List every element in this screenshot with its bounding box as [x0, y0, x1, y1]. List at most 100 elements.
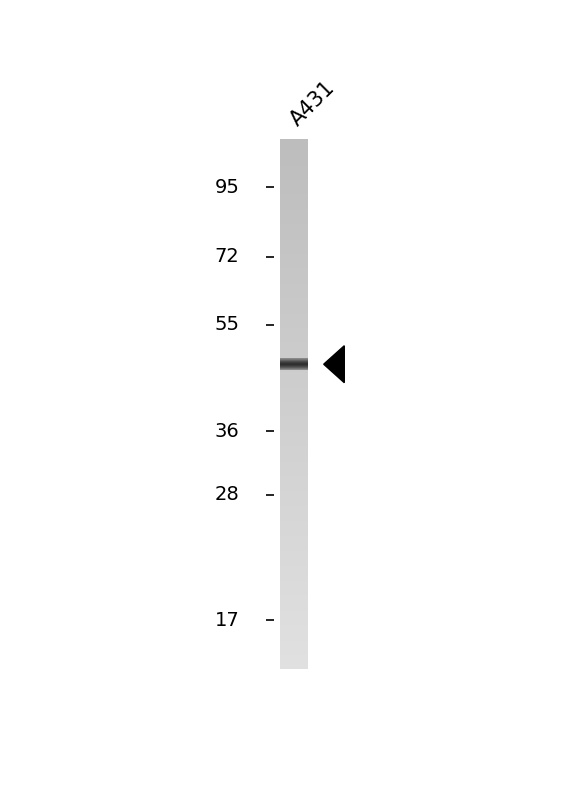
Bar — [280, 602, 308, 603]
Bar — [280, 554, 308, 556]
Bar — [280, 324, 308, 326]
Bar — [280, 582, 308, 584]
Text: 72: 72 — [215, 247, 239, 266]
Bar — [280, 589, 308, 591]
Bar — [280, 455, 308, 457]
Bar — [280, 326, 308, 328]
Bar — [280, 520, 308, 522]
Bar — [280, 280, 308, 282]
Bar — [280, 603, 308, 606]
Bar — [280, 218, 308, 220]
Bar — [280, 274, 308, 277]
Bar — [280, 441, 308, 443]
Bar — [280, 540, 308, 542]
Bar — [280, 498, 308, 499]
Bar — [280, 157, 308, 158]
Bar — [280, 474, 308, 477]
Bar — [280, 236, 308, 238]
Bar — [280, 384, 308, 386]
Bar — [280, 591, 308, 593]
Bar — [280, 451, 308, 454]
Bar — [280, 429, 308, 430]
Bar — [280, 277, 308, 278]
Bar — [280, 172, 308, 174]
Bar — [280, 354, 308, 356]
Bar — [280, 246, 308, 249]
Bar — [280, 328, 308, 330]
Bar — [280, 653, 308, 654]
Bar — [280, 359, 308, 362]
Bar — [280, 312, 308, 314]
Bar — [280, 615, 308, 618]
Bar — [280, 628, 308, 630]
Bar — [280, 542, 308, 543]
Bar — [280, 522, 308, 524]
Bar — [280, 457, 308, 458]
Bar — [280, 448, 308, 450]
Bar — [280, 419, 308, 422]
Bar — [280, 464, 308, 466]
Bar — [280, 450, 308, 452]
Bar — [280, 605, 308, 607]
Bar — [280, 141, 308, 142]
Bar — [280, 400, 308, 402]
Bar — [280, 614, 308, 616]
Bar — [280, 230, 308, 233]
Bar — [280, 524, 308, 526]
Bar — [280, 482, 308, 483]
Bar — [280, 495, 308, 498]
Bar — [280, 366, 308, 369]
Bar — [280, 416, 308, 418]
Bar — [280, 485, 308, 487]
Bar — [280, 656, 308, 658]
Bar — [280, 262, 308, 265]
Bar — [280, 302, 308, 303]
Bar — [280, 293, 308, 294]
Bar — [280, 331, 308, 334]
Bar — [280, 223, 308, 226]
Bar — [280, 185, 308, 186]
Bar — [280, 654, 308, 657]
Bar — [280, 250, 308, 252]
Bar — [280, 242, 308, 243]
Text: A431: A431 — [286, 78, 338, 130]
Bar — [280, 264, 308, 266]
Bar — [280, 379, 308, 381]
Bar — [280, 504, 308, 506]
Bar — [280, 321, 308, 322]
Bar — [280, 381, 308, 383]
Bar — [280, 213, 308, 215]
Bar — [280, 434, 308, 436]
Text: 36: 36 — [215, 422, 239, 441]
Bar — [280, 575, 308, 577]
Bar — [280, 483, 308, 486]
Bar — [280, 564, 308, 566]
Bar — [280, 559, 308, 561]
Bar — [280, 418, 308, 420]
Bar — [280, 178, 308, 180]
Bar — [280, 476, 308, 478]
Bar — [280, 511, 308, 514]
Bar — [280, 322, 308, 325]
Bar — [280, 287, 308, 290]
Bar — [280, 651, 308, 653]
Bar — [280, 574, 308, 575]
Bar — [280, 154, 308, 157]
Text: 95: 95 — [214, 178, 239, 197]
Bar — [280, 543, 308, 546]
Bar — [280, 646, 308, 648]
Bar — [280, 531, 308, 533]
Bar — [280, 315, 308, 318]
Bar — [280, 453, 308, 455]
Polygon shape — [324, 346, 344, 382]
Bar — [280, 501, 308, 503]
Bar — [280, 306, 308, 309]
Bar — [280, 638, 308, 641]
Bar — [280, 239, 308, 242]
Bar — [280, 278, 308, 280]
Bar — [280, 502, 308, 505]
Bar — [280, 667, 308, 669]
Bar — [280, 404, 308, 406]
Bar — [280, 210, 308, 211]
Bar — [280, 594, 308, 597]
